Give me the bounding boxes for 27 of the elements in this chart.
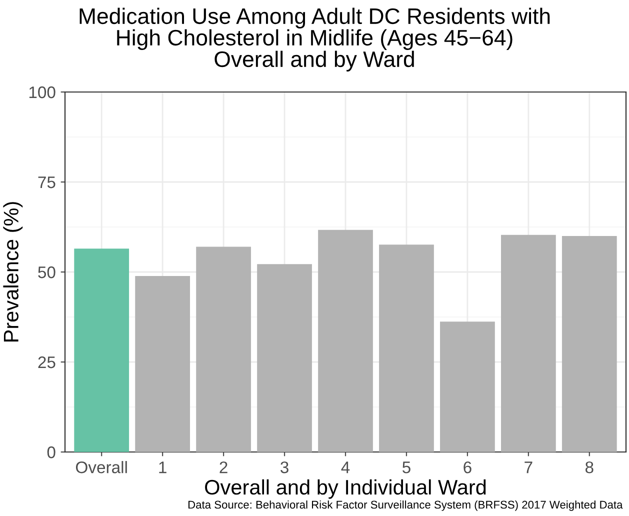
x-tick-label: 2	[220, 461, 228, 474]
y-tick-label: 100	[29, 86, 56, 98]
bar	[196, 246, 251, 452]
x-tick-label: 8	[586, 461, 594, 474]
x-tick-label: 6	[464, 461, 472, 474]
source-note: Data Source: Behavioral Risk Factor Surveillance System (BRFSS) 2017 Weighted Data	[188, 500, 623, 511]
y-tick-label: 50	[38, 266, 56, 278]
x-tick-label: 5	[402, 462, 410, 474]
bar	[318, 230, 373, 452]
x-tick-label: Overall	[76, 461, 127, 474]
x-tick-label: 3	[280, 461, 288, 474]
y-tick-label: 75	[38, 176, 56, 188]
chart-title: Medication Use Among Adult DC Residents with High Cholesterol in Midlife (Ages 45−64) Overall and by Ward	[80, 8, 550, 72]
bar	[500, 234, 556, 452]
bar	[379, 244, 434, 452]
x-tick-label: 7	[524, 462, 532, 474]
y-tick-label: 25	[38, 356, 56, 368]
y-axis-title: Prevalence (%)	[3, 202, 23, 342]
bar	[440, 322, 495, 452]
y-tick-label: 0	[47, 446, 56, 458]
x-axis-title: Overall and by Individual Ward	[205, 479, 486, 499]
bar	[135, 276, 190, 452]
x-tick-label: 1	[159, 462, 166, 474]
bar	[74, 248, 130, 452]
x-tick-label: 4	[341, 462, 350, 474]
bar	[562, 236, 617, 452]
bar	[257, 264, 312, 452]
